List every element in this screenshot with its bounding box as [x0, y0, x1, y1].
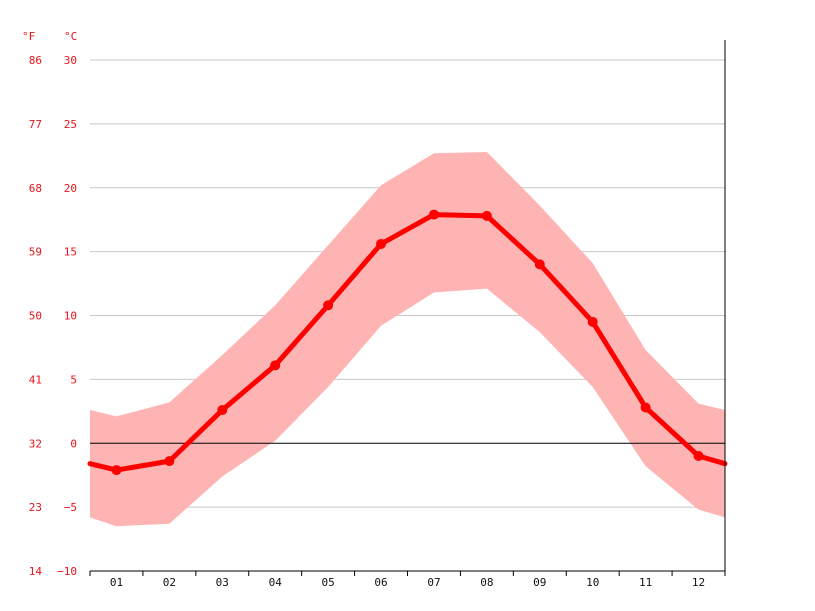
data-point-11 — [640, 402, 651, 413]
y-tick-label-celsius: 25 — [64, 118, 77, 131]
y-tick-label-fahrenheit: 77 — [29, 118, 42, 131]
x-tick-label: 11 — [639, 576, 652, 589]
y-tick-label-fahrenheit: 23 — [29, 501, 42, 514]
fahrenheit-unit-label: °F — [22, 30, 35, 43]
x-tick-label: 06 — [374, 576, 387, 589]
celsius-unit-label: °C — [64, 30, 77, 43]
x-tick-label: 05 — [322, 576, 335, 589]
y-tick-label-celsius: −10 — [57, 565, 77, 578]
y-tick-label-fahrenheit: 32 — [29, 437, 42, 450]
data-point-04 — [270, 360, 281, 371]
x-tick-label: 03 — [216, 576, 229, 589]
y-tick-label-celsius: 10 — [64, 310, 77, 323]
y-tick-label-celsius: 0 — [70, 437, 77, 450]
y-tick-label-celsius: 30 — [64, 54, 77, 67]
y-tick-label-fahrenheit: 86 — [29, 54, 42, 67]
data-point-01 — [111, 465, 122, 476]
y-tick-labels: 86 30 77 25 68 20 59 15 50 10 41 5 32 0 23 −5 14 −10 — [29, 54, 77, 578]
range-band-area — [90, 151, 725, 527]
y-tick-label-fahrenheit: 59 — [29, 246, 42, 259]
axes — [89, 40, 726, 576]
data-point-12 — [693, 451, 704, 462]
data-point-10 — [587, 316, 598, 327]
y-tick-label-celsius: −5 — [64, 501, 77, 514]
y-tick-label-fahrenheit: 68 — [29, 182, 42, 195]
y-tick-label-fahrenheit: 14 — [29, 565, 43, 578]
mean-temperature-path — [87, 212, 728, 473]
x-tick-label: 01 — [110, 576, 123, 589]
mean-temperature-line — [87, 209, 728, 476]
x-tick-label: 07 — [427, 576, 440, 589]
y-tick-label-fahrenheit: 50 — [29, 310, 42, 323]
x-tick-label: 10 — [586, 576, 599, 589]
y-tick-label-celsius: 5 — [70, 373, 77, 386]
data-point-07 — [428, 209, 439, 220]
data-point-06 — [376, 238, 387, 249]
y-tick-label-celsius: 15 — [64, 246, 77, 259]
data-point-05 — [323, 300, 334, 311]
x-tick-label: 04 — [269, 576, 283, 589]
x-tick-label: 12 — [692, 576, 705, 589]
data-point-03 — [217, 405, 228, 416]
data-point-08 — [481, 210, 492, 221]
temperature-range-band — [90, 151, 725, 527]
x-tick-label: 08 — [480, 576, 493, 589]
data-point-02 — [164, 456, 175, 467]
y-tick-label-celsius: 20 — [64, 182, 77, 195]
y-tick-label-fahrenheit: 41 — [29, 373, 42, 386]
x-tick-label: 02 — [163, 576, 176, 589]
data-point-09 — [534, 259, 545, 270]
x-tick-labels: 01 02 03 04 05 06 07 08 09 10 11 12 — [110, 576, 705, 589]
x-tick-label: 09 — [533, 576, 546, 589]
